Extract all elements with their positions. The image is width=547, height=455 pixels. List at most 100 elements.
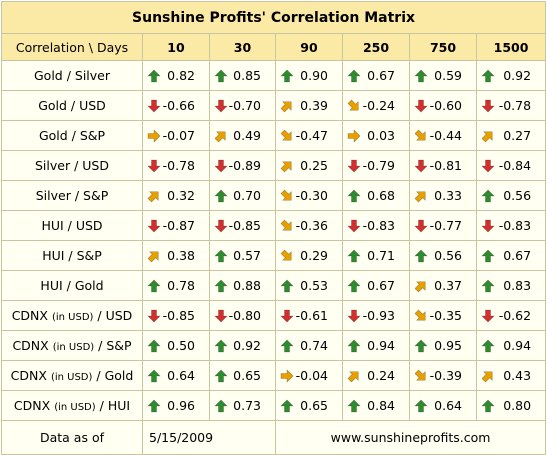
correlation-value: 0.38 [167, 247, 195, 263]
correlation-value: -0.83 [362, 217, 395, 233]
correlation-value: -0.78 [498, 97, 532, 113]
correlation-cell: -0.47 [275, 120, 343, 151]
correlation-cell: 0.24 [342, 360, 410, 391]
pair-suffix: / S&P [98, 338, 132, 353]
correlation-value: 0.64 [167, 367, 195, 383]
correlation-value: 0.84 [367, 397, 395, 413]
correlation-value: -0.93 [362, 307, 395, 323]
header-row: Correlation \ Days 10 30 90 250 750 1500 [1, 33, 547, 61]
arrow-up-icon [280, 279, 294, 293]
correlation-value: -0.36 [295, 217, 328, 233]
arrow-up-icon [280, 69, 294, 83]
correlation-cell: 0.80 [475, 390, 547, 421]
arrow-down-right-icon [414, 309, 428, 323]
arrow-down-icon [481, 219, 495, 233]
arrow-down-icon [481, 159, 495, 173]
correlation-cell: 0.78 [142, 270, 210, 301]
period-header: 10 [142, 33, 210, 61]
correlation-cell: -0.89 [209, 150, 276, 181]
correlation-value: 0.27 [503, 127, 532, 143]
correlation-cell: 0.94 [475, 330, 547, 361]
correlation-cell: 0.64 [409, 390, 477, 421]
arrow-up-right-icon [481, 129, 495, 143]
correlation-cell: -0.35 [409, 300, 477, 331]
table-row: Gold / USD -0.66 -0.70 0.39 -0.24 -0.60 -0.78 [1, 90, 547, 121]
arrow-up-icon [214, 279, 228, 293]
arrow-down-icon [280, 309, 294, 323]
pair-prefix: CDNX [13, 398, 51, 413]
correlation-cell: 0.57 [209, 240, 276, 271]
pair-suffix: / HUI [99, 398, 131, 413]
pair-label: CDNX (in USD) / Gold [1, 360, 143, 391]
pair-label: Silver / USD [1, 150, 143, 181]
arrow-up-icon [481, 249, 495, 263]
correlation-value: -0.78 [162, 157, 195, 173]
pair-label: Gold / Silver [1, 60, 143, 91]
arrow-right-icon [147, 128, 161, 143]
arrow-up-icon [481, 279, 495, 293]
correlation-cell: -0.83 [342, 210, 410, 241]
table-title: Sunshine Profits' Correlation Matrix [0, 1, 547, 34]
correlation-cell: 0.96 [142, 390, 210, 421]
corner-header: Correlation \ Days [1, 33, 143, 61]
correlation-value: 0.73 [233, 397, 261, 413]
correlation-value: 0.24 [367, 367, 395, 383]
correlation-cell: -0.87 [142, 210, 210, 241]
arrow-down-right-icon [280, 189, 294, 203]
correlation-value: 0.68 [367, 187, 395, 203]
footer-row: Data as of 5/15/2009 www.sunshineprofits… [1, 420, 547, 455]
arrow-up-right-icon [147, 189, 161, 203]
pair-label: CDNX (in USD) / S&P [1, 330, 143, 361]
correlation-cell: 0.03 [342, 120, 410, 151]
correlation-cell: -0.81 [409, 150, 477, 181]
arrow-down-right-icon [280, 129, 294, 143]
correlation-cell: 0.83 [475, 270, 547, 301]
correlation-cell: -0.62 [475, 300, 547, 331]
arrow-down-icon [414, 99, 428, 113]
correlation-cell: -0.79 [342, 150, 410, 181]
table-row: CDNX (in USD) / S&P 0.50 0.92 0.74 0.94 0.95 0… [1, 330, 547, 361]
arrow-up-icon [481, 189, 495, 203]
arrow-up-icon [347, 339, 361, 353]
pair-note: (in USD) [50, 372, 93, 383]
correlation-value: -0.24 [362, 97, 395, 113]
correlation-value: 0.65 [300, 397, 328, 413]
pair-note: (in USD) [52, 342, 95, 353]
data-date: 5/15/2009 [142, 420, 276, 455]
correlation-value: 0.32 [167, 187, 195, 203]
period-header: 1500 [475, 33, 547, 61]
table-row: Gold / S&P -0.07 0.49 -0.47 0.03 -0.44 0.27 [1, 120, 547, 151]
arrow-down-right-icon [414, 129, 428, 143]
correlation-value: -0.35 [429, 307, 462, 323]
website-link[interactable]: www.sunshineprofits.com [274, 420, 547, 455]
pair-label: HUI / USD [1, 210, 143, 241]
correlation-value: 0.53 [300, 277, 328, 293]
correlation-cell: -0.85 [209, 210, 276, 241]
correlation-cell: 0.32 [142, 180, 210, 211]
correlation-cell: 0.33 [409, 180, 477, 211]
correlation-value: -0.04 [295, 367, 328, 383]
correlation-value: 0.49 [233, 127, 261, 143]
correlation-value: -0.47 [295, 127, 328, 143]
correlation-value: -0.85 [228, 217, 261, 233]
arrow-down-right-icon [280, 249, 294, 263]
correlation-value: 0.33 [434, 187, 462, 203]
pair-label: Silver / S&P [1, 180, 143, 211]
arrow-up-icon [481, 399, 495, 413]
arrow-up-right-icon [414, 279, 428, 293]
correlation-value: 0.94 [367, 337, 395, 353]
arrow-up-icon [414, 399, 428, 413]
correlation-cell: -0.39 [409, 360, 477, 391]
arrow-down-icon [347, 309, 361, 323]
period-header: 250 [342, 33, 410, 61]
correlation-cell: -0.83 [475, 210, 547, 241]
arrow-up-icon [481, 339, 495, 353]
arrow-up-icon [280, 399, 294, 413]
pair-label: Gold / USD [1, 90, 143, 121]
correlation-cell: -0.77 [409, 210, 477, 241]
arrow-down-icon [147, 159, 161, 173]
correlation-cell: 0.71 [342, 240, 410, 271]
arrow-up-right-icon [481, 369, 495, 383]
correlation-cell: 0.70 [209, 180, 276, 211]
correlation-value: 0.65 [233, 367, 261, 383]
